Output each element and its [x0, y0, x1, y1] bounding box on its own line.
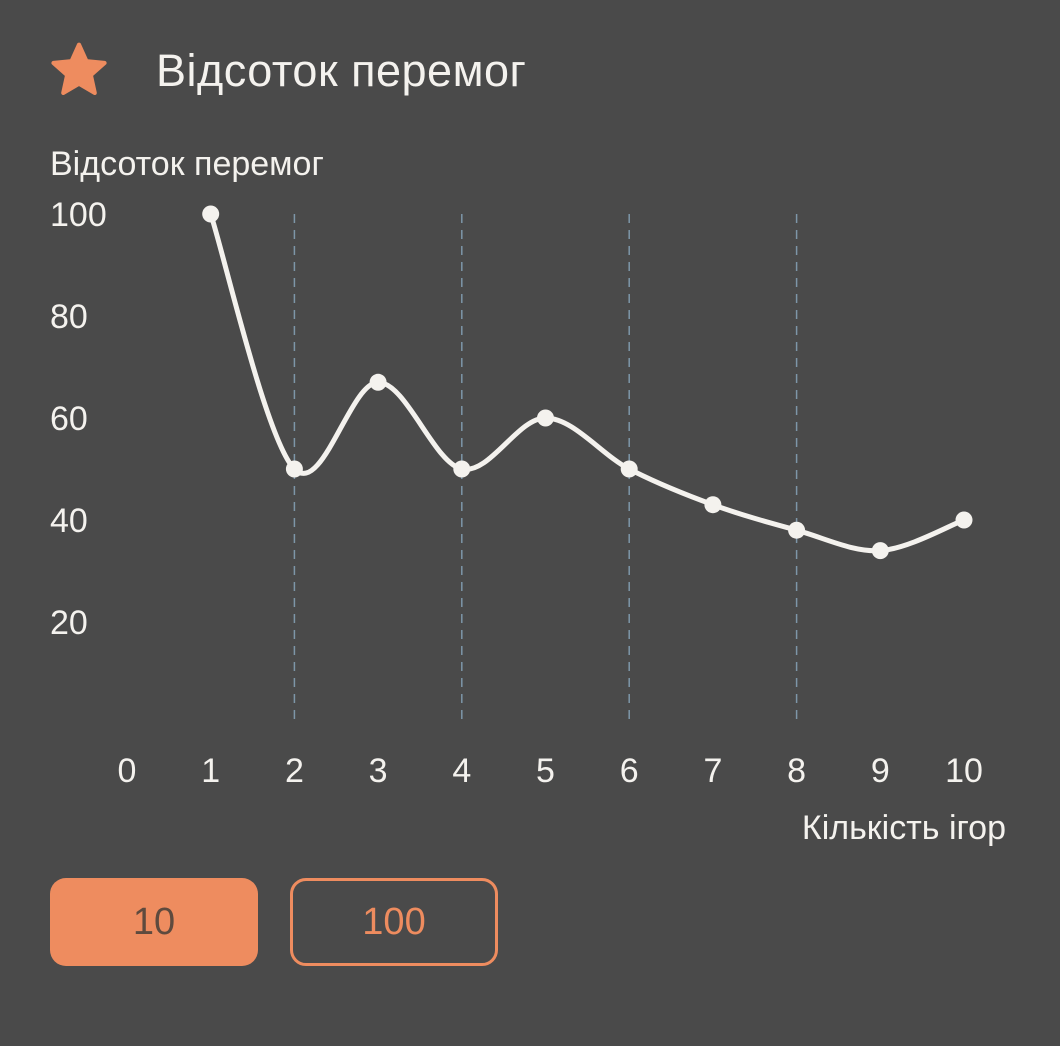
range-100-button[interactable]: 100: [290, 878, 498, 966]
x-tick-label: 8: [787, 752, 806, 790]
x-tick-label: 2: [285, 752, 304, 790]
y-tick-label: 80: [50, 298, 88, 336]
data-point: [285, 460, 303, 478]
x-tick-label: 6: [620, 752, 639, 790]
y-tick-label: 20: [50, 604, 88, 642]
y-tick-label: 100: [50, 196, 107, 234]
x-axis-label: Кількість ігор: [802, 809, 1006, 847]
x-tick-label: 5: [536, 752, 555, 790]
data-point: [202, 205, 220, 223]
x-tick-label: 1: [201, 752, 220, 790]
data-point: [788, 521, 806, 539]
range-10-button[interactable]: 10: [50, 878, 258, 966]
data-point: [871, 542, 889, 560]
x-tick-label: 9: [871, 752, 890, 790]
data-point: [620, 460, 638, 478]
page-title: Відсоток перемог: [156, 45, 527, 96]
card-header: Відсоток перемог: [48, 36, 526, 106]
data-point: [453, 460, 471, 478]
x-tick-label: 10: [945, 752, 983, 790]
x-tick-label: 4: [452, 752, 471, 790]
data-point: [537, 409, 554, 427]
win-rate-chart: Відсоток перемог 20 40 60 80 100 0 1 2 3 4 5 6 7 8 9 1…: [50, 145, 1006, 847]
y-tick-label: 40: [50, 502, 88, 540]
star-icon: [51, 42, 107, 96]
x-tick-label: 0: [118, 752, 137, 790]
series-line: [208, 211, 967, 554]
data-point: [369, 373, 387, 391]
data-point: [704, 496, 722, 514]
data-point: [955, 511, 973, 529]
x-tick-label: 7: [703, 752, 722, 790]
x-tick-label: 3: [369, 752, 388, 790]
y-tick-label: 60: [50, 400, 88, 438]
y-axis-label: Відсоток перемог: [50, 145, 324, 183]
